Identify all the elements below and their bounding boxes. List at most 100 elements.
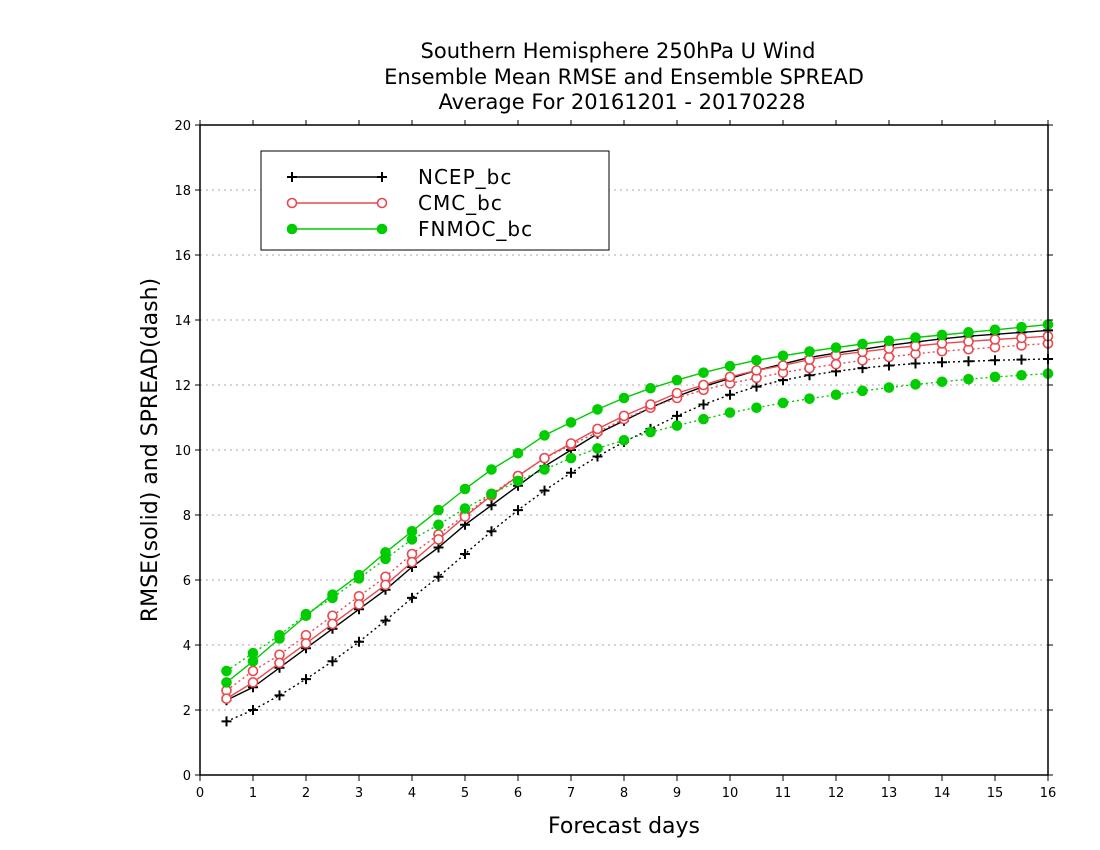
fnmoc-bc-spread-point: [539, 464, 550, 475]
fnmoc-bc-spread-point: [857, 385, 868, 397]
legend-marker-ncep-bc: [287, 172, 297, 182]
fnmoc-bc-rmse-point: [221, 677, 232, 688]
x-tick-label: 4: [408, 786, 416, 801]
chart-title: Southern Hemisphere 250hPa U Wind Ensemb…: [384, 39, 864, 114]
fnmoc-bc-spread-point: [592, 443, 603, 454]
y-tick-label: 10: [174, 444, 191, 459]
fnmoc-bc-rmse-point: [751, 355, 762, 366]
fnmoc-bc-spread-point: [486, 488, 497, 500]
cmc-bc-rmse-point: [565, 438, 577, 449]
cmc-bc-spread-point: [804, 362, 815, 374]
cmc-bc-rmse-point: [300, 638, 312, 649]
ncep-bc-rmse-series: [221, 325, 1053, 706]
ncep-bc-spread-point: [937, 357, 947, 368]
cmc-bc-rmse-point: [327, 618, 338, 630]
fnmoc-bc-spread-point: [698, 413, 709, 425]
fnmoc-bc-rmse-point: [274, 633, 285, 644]
fnmoc-bc-spread-point: [221, 665, 232, 677]
fnmoc-bc-rmse-line: [226, 323, 1049, 683]
x-tick-label: 13: [881, 786, 898, 801]
legend-label-ncep-bc: NCEP_bc: [418, 165, 512, 189]
x-tick-label: 12: [828, 786, 845, 801]
cmc-bc-rmse-point: [645, 399, 656, 410]
cmc-bc-spread-line: [226, 342, 1049, 692]
fnmoc-bc-rmse-point: [618, 392, 630, 404]
ncep-bc-spread-point: [963, 356, 974, 367]
ncep-bc-spread-point: [327, 656, 338, 667]
ncep-bc-spread-point: [460, 549, 470, 559]
series-layer: [221, 319, 1054, 727]
fnmoc-bc-rmse-point: [327, 589, 338, 600]
ncep-bc-spread-point: [1016, 354, 1027, 365]
ncep-bc-spread-point: [380, 615, 391, 626]
legend-marker-ncep-bc: [377, 172, 387, 182]
y-tick-label: 18: [174, 184, 191, 199]
y-tick-label: 12: [174, 379, 191, 394]
y-tick-label: 0: [183, 769, 191, 784]
fnmoc-bc-rmse-point: [353, 569, 365, 581]
cmc-bc-rmse-point: [539, 452, 550, 464]
fnmoc-bc-rmse-point: [936, 329, 948, 341]
cmc-bc-rmse-point: [698, 379, 709, 391]
ncep-bc-spread-point: [698, 399, 709, 410]
fnmoc-bc-rmse-point: [300, 610, 312, 622]
fnmoc-bc-rmse-point: [989, 324, 1001, 336]
cmc-bc-rmse-point: [247, 677, 259, 688]
legend-marker-cmc-bc: [286, 197, 298, 209]
ncep-bc-spread-point: [910, 358, 921, 369]
fnmoc-bc-rmse-point: [247, 655, 259, 667]
fnmoc-bc-rmse-point: [724, 360, 736, 372]
fnmoc-bc-spread-point: [565, 452, 577, 464]
fnmoc-bc-rmse-point: [857, 338, 868, 350]
x-tick-label: 16: [1040, 786, 1057, 801]
fnmoc-bc-rmse-point: [830, 342, 842, 353]
fnmoc-bc-spread-point: [936, 376, 948, 388]
fnmoc-bc-spread-point: [433, 519, 444, 531]
fnmoc-bc-spread-point: [671, 420, 683, 431]
chart-title-line-3: Average For 20161201 - 20170228: [438, 90, 805, 114]
x-tick-label: 15: [987, 786, 1004, 801]
y-tick-label: 16: [174, 249, 191, 264]
fnmoc-bc-spread-point: [459, 503, 471, 514]
cmc-bc-spread-point: [830, 358, 842, 370]
y-tick-label: 8: [183, 509, 191, 524]
fnmoc-bc-spread-point: [830, 389, 842, 401]
ncep-bc-rmse-point: [486, 500, 497, 511]
y-tick-label: 4: [183, 639, 191, 654]
ncep-bc-spread-point: [486, 526, 497, 537]
cmc-bc-rmse-point: [274, 657, 285, 669]
x-tick-label: 3: [355, 786, 363, 801]
x-tick-label: 9: [673, 786, 681, 801]
x-tick-label: 6: [514, 786, 522, 801]
fnmoc-bc-rmse-point: [406, 525, 418, 537]
x-axis-label: Forecast days: [548, 814, 700, 839]
ncep-bc-spread-point: [433, 571, 444, 582]
cmc-bc-rmse-point: [910, 340, 921, 352]
fnmoc-bc-rmse-point: [777, 350, 789, 362]
fnmoc-bc-spread-point: [883, 382, 895, 393]
legend-box: [260, 150, 610, 251]
cmc-bc-spread-point: [247, 665, 259, 677]
fnmoc-bc-spread-point: [618, 434, 630, 446]
ncep-bc-spread-point: [990, 355, 1000, 366]
fnmoc-bc-rmse-point: [645, 382, 656, 394]
fnmoc-bc-rmse-point: [671, 374, 683, 386]
ncep-bc-spread-point: [751, 381, 762, 392]
y-tick-label: 20: [174, 119, 191, 134]
fnmoc-bc-spread-point: [963, 373, 974, 385]
fnmoc-bc-rmse-point: [963, 327, 974, 338]
fnmoc-bc-rmse-point: [592, 404, 603, 415]
legend-marker-fnmoc-bc: [286, 223, 298, 235]
legend-marker-fnmoc-bc: [376, 223, 388, 235]
x-tick-label: 2: [302, 786, 310, 801]
cmc-bc-rmse-point: [406, 556, 418, 568]
x-tick-label: 7: [567, 786, 575, 801]
y-axis-label: RMSE(solid) and SPREAD(dash): [138, 278, 163, 622]
cmc-bc-rmse-point: [618, 410, 630, 422]
cmc-bc-rmse-point: [433, 534, 444, 545]
fnmoc-bc-spread-point: [1016, 369, 1027, 381]
fnmoc-bc-rmse-point: [459, 483, 471, 495]
